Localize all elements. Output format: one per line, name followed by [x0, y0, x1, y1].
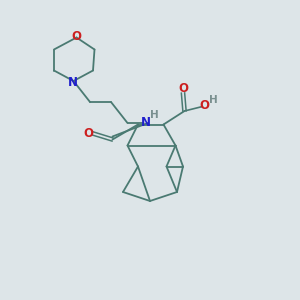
Text: N: N [140, 116, 151, 129]
Text: O: O [71, 29, 82, 43]
Text: O: O [83, 127, 94, 140]
Text: H: H [150, 110, 159, 120]
Text: O: O [200, 99, 210, 112]
Text: O: O [178, 82, 188, 95]
Text: N: N [68, 76, 78, 89]
Text: H: H [209, 95, 218, 105]
